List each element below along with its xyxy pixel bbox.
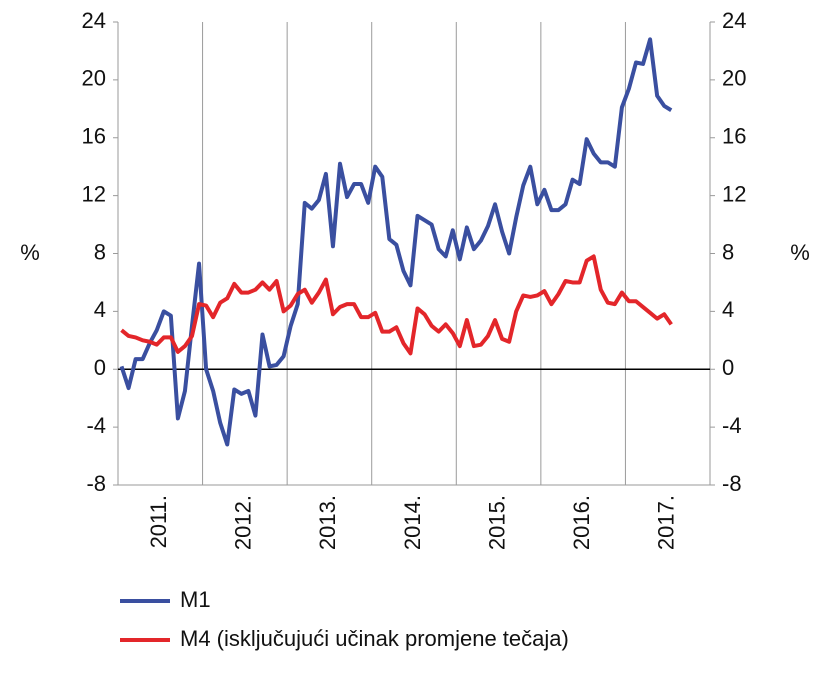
y2-tick-label: 0: [722, 355, 734, 380]
y-tick-label: 24: [82, 8, 106, 33]
x-tick-label: 2012.: [231, 495, 256, 550]
x-tick-label: 2016.: [569, 495, 594, 550]
y2-tick-label: -8: [722, 471, 742, 496]
x-tick-label: 2015.: [484, 495, 509, 550]
y2-tick-label: 24: [722, 8, 746, 33]
y-tick-label: 12: [82, 181, 106, 206]
x-tick-label: 2017.: [654, 495, 679, 550]
y-axis-label: %: [20, 240, 40, 265]
y2-tick-label: 8: [722, 239, 734, 264]
y-tick-label: 0: [94, 355, 106, 380]
y2-tick-label: 16: [722, 124, 746, 149]
y2-tick-label: -4: [722, 413, 742, 438]
y-tick-label: 20: [82, 66, 106, 91]
y-tick-label: 16: [82, 124, 106, 149]
series-line: [119, 37, 673, 447]
y-tick-label: -8: [86, 471, 106, 496]
y2-tick-label: 4: [722, 297, 734, 322]
y2-tick-label: 12: [722, 181, 746, 206]
x-tick-label: 2014.: [400, 495, 425, 550]
legend-label: M4 (isključujući učinak promjene tečaja): [180, 626, 569, 651]
y2-tick-label: 20: [722, 66, 746, 91]
y2-axis-label: %: [790, 240, 810, 265]
y-tick-label: 4: [94, 297, 106, 322]
series-line: [120, 254, 673, 356]
legend-label: M1: [180, 587, 211, 612]
x-tick-label: 2011.: [146, 495, 171, 548]
x-tick-label: 2013.: [315, 495, 340, 550]
y-tick-label: -4: [86, 413, 106, 438]
y-tick-label: 8: [94, 239, 106, 264]
